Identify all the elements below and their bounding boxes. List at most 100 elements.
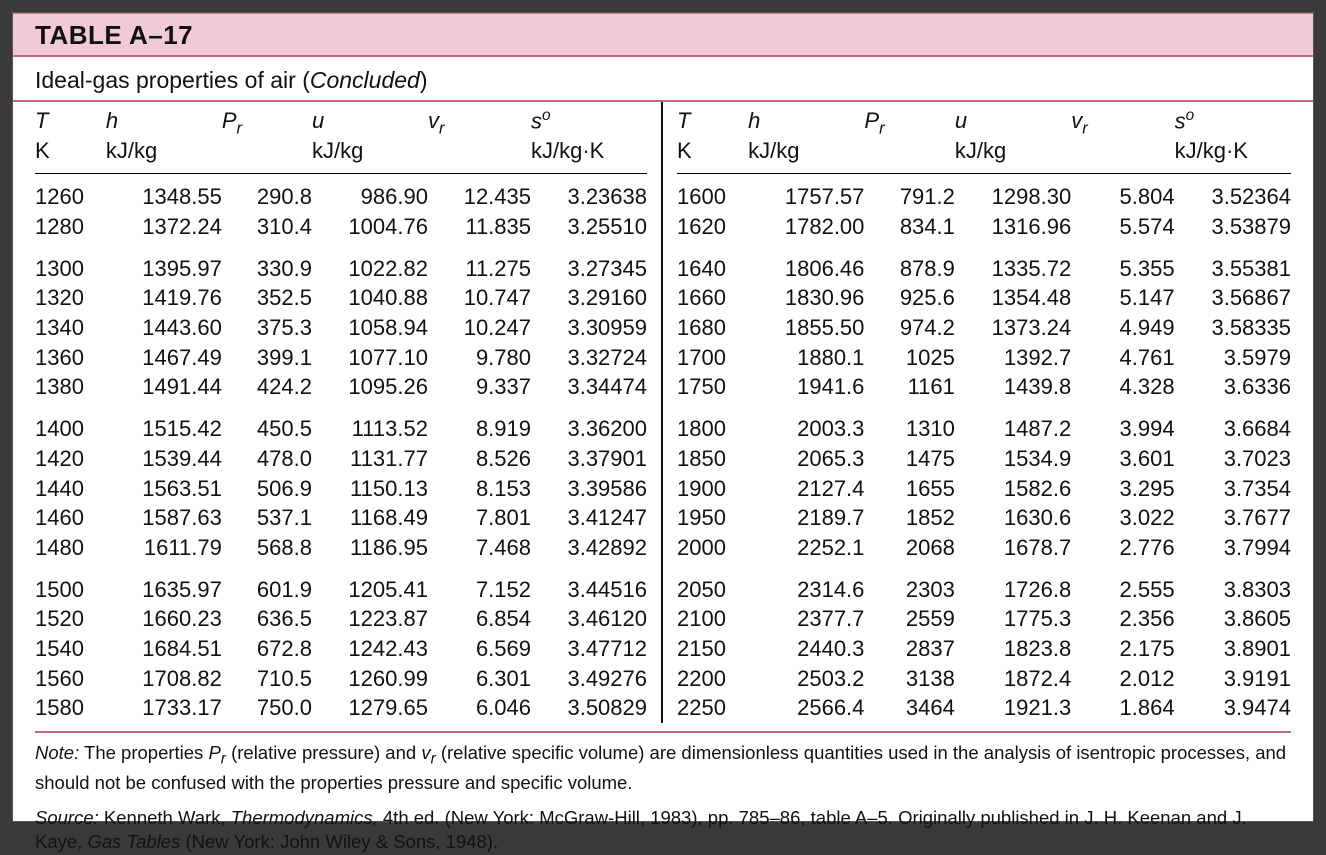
cell: 3.6684: [1175, 402, 1291, 444]
cell: 399.1: [222, 343, 312, 373]
cell: 3.37901: [531, 444, 647, 474]
note-Pr: Pr: [208, 742, 225, 763]
cell: 7.801: [428, 503, 531, 533]
cell: 974.2: [864, 313, 954, 343]
cell: 6.854: [428, 604, 531, 634]
cell: 1460: [35, 503, 106, 533]
cell: 1491.44: [106, 372, 222, 402]
col-sym: Pr: [864, 106, 954, 140]
cell: 750.0: [222, 693, 312, 723]
table-row: 17001880.110251392.74.7613.5979: [677, 343, 1291, 373]
cell: 1500: [35, 563, 106, 605]
cell: 1004.76: [312, 212, 428, 242]
cell: 1260: [35, 174, 106, 212]
cell: 1921.3: [955, 693, 1071, 723]
cell: 3.7994: [1175, 533, 1291, 563]
cell: 2.776: [1071, 533, 1174, 563]
cell: 2566.4: [748, 693, 864, 723]
cell: 2503.2: [748, 664, 864, 694]
table-row: 16001757.57791.21298.305.8043.52364: [677, 174, 1291, 212]
col-header-1: hkJ/kg: [748, 102, 864, 174]
cell: 2050: [677, 563, 748, 605]
table-row: 13001395.97330.91022.8211.2753.27345: [35, 242, 647, 284]
cell: 3.994: [1071, 402, 1174, 444]
cell: 1392.7: [955, 343, 1071, 373]
cell: 1095.26: [312, 372, 428, 402]
table-row: 18002003.313101487.23.9943.6684: [677, 402, 1291, 444]
cell: 834.1: [864, 212, 954, 242]
cell: 8.919: [428, 402, 531, 444]
note-vr-sym: v: [421, 742, 430, 763]
table-row: 15201660.23636.51223.876.8543.46120: [35, 604, 647, 634]
cell: 1443.60: [106, 313, 222, 343]
cell: 3.52364: [1175, 174, 1291, 212]
cell: 2314.6: [748, 563, 864, 605]
cell: 3.295: [1071, 474, 1174, 504]
cell: 375.3: [222, 313, 312, 343]
col-header-3: ukJ/kg: [312, 102, 428, 174]
source-text-1: Kenneth Wark,: [99, 807, 231, 828]
cell: 1320: [35, 283, 106, 313]
cell: 478.0: [222, 444, 312, 474]
subtitle-suffix: ): [420, 67, 428, 93]
cell: 1131.77: [312, 444, 428, 474]
cell: 2000: [677, 533, 748, 563]
cell: 310.4: [222, 212, 312, 242]
table-row: 21002377.725591775.32.3563.8605: [677, 604, 1291, 634]
table-row: 16201782.00834.11316.965.5743.53879: [677, 212, 1291, 242]
table-row: 16801855.50974.21373.244.9493.58335: [677, 313, 1291, 343]
cell: 330.9: [222, 242, 312, 284]
cell: 1150.13: [312, 474, 428, 504]
cell: 2065.3: [748, 444, 864, 474]
col-sym: h: [106, 106, 222, 136]
title-bar: TABLE A–17: [13, 13, 1313, 57]
cell: 3.25510: [531, 212, 647, 242]
cell: 6.301: [428, 664, 531, 694]
table-row: 13401443.60375.31058.9410.2473.30959: [35, 313, 647, 343]
cell: 2189.7: [748, 503, 864, 533]
cell: 1360: [35, 343, 106, 373]
col-header-5: sokJ/kg·K: [531, 102, 647, 174]
cell: 2200: [677, 664, 748, 694]
table-row: 16601830.96925.61354.485.1473.56867: [677, 283, 1291, 313]
cell: 1058.94: [312, 313, 428, 343]
cell: 1655: [864, 474, 954, 504]
table-row: 20002252.120681678.72.7763.7994: [677, 533, 1291, 563]
cell: 1880.1: [748, 343, 864, 373]
cell: 1630.6: [955, 503, 1071, 533]
left-panel: TKhkJ/kgPr ukJ/kgvr sokJ/kg·K 12601348.5…: [35, 102, 663, 723]
table-row: 12801372.24310.41004.7611.8353.25510: [35, 212, 647, 242]
cell: 1186.95: [312, 533, 428, 563]
cell: 1539.44: [106, 444, 222, 474]
cell: 450.5: [222, 402, 312, 444]
cell: 7.468: [428, 533, 531, 563]
col-header-4: vr: [1071, 102, 1174, 174]
table-row: 22002503.231381872.42.0123.9191: [677, 664, 1291, 694]
cell: 4.949: [1071, 313, 1174, 343]
table-row: 15001635.97601.91205.417.1523.44516: [35, 563, 647, 605]
table-row: 20502314.623031726.82.5553.8303: [677, 563, 1291, 605]
cell: 1540: [35, 634, 106, 664]
cell: 1279.65: [312, 693, 428, 723]
col-header-1: hkJ/kg: [106, 102, 222, 174]
cell: 3.58335: [1175, 313, 1291, 343]
cell: 1560: [35, 664, 106, 694]
cell: 6.046: [428, 693, 531, 723]
cell: 986.90: [312, 174, 428, 212]
cell: 1563.51: [106, 474, 222, 504]
cell: 3.23638: [531, 174, 647, 212]
cell: 1354.48: [955, 283, 1071, 313]
cell: 1941.6: [748, 372, 864, 402]
table-row: 14201539.44478.01131.778.5263.37901: [35, 444, 647, 474]
cell: 5.147: [1071, 283, 1174, 313]
cell: 1475: [864, 444, 954, 474]
cell: 1800: [677, 402, 748, 444]
cell: 6.569: [428, 634, 531, 664]
cell: 3.7354: [1175, 474, 1291, 504]
cell: 3.5979: [1175, 343, 1291, 373]
cell: 1582.6: [955, 474, 1071, 504]
cell: 1515.42: [106, 402, 222, 444]
cell: 3.47712: [531, 634, 647, 664]
cell: 5.574: [1071, 212, 1174, 242]
col-unit: K: [677, 136, 748, 166]
